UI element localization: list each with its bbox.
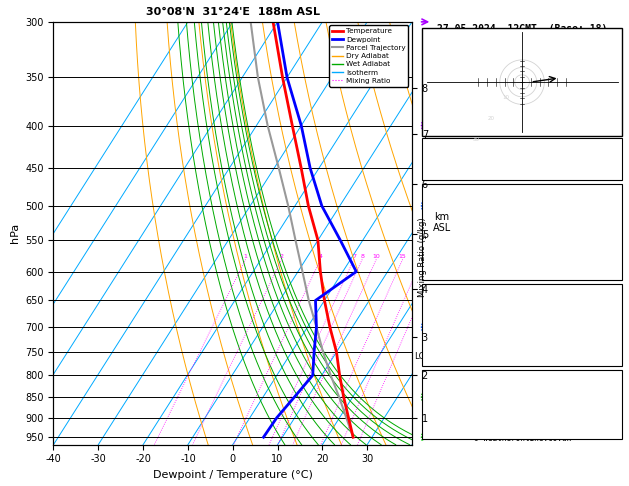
Text: CAPE (J): CAPE (J) [429, 253, 470, 262]
Text: 8: 8 [360, 254, 364, 260]
Text: 1: 1 [610, 326, 615, 335]
Text: 30: 30 [473, 138, 480, 142]
Text: Mixing Ratio (g/kg): Mixing Ratio (g/kg) [418, 218, 427, 297]
Text: 92: 92 [605, 399, 615, 408]
Text: SREH: SREH [429, 399, 450, 408]
Text: LCL: LCL [414, 352, 429, 361]
Bar [423, 284, 621, 366]
Text: 4: 4 [318, 254, 323, 260]
Text: θₑ(K): θₑ(K) [429, 226, 455, 235]
Bar [423, 370, 621, 439]
Text: StmDir: StmDir [429, 412, 460, 421]
Text: 328: 328 [599, 312, 615, 321]
Text: Hodograph: Hodograph [498, 371, 546, 381]
Text: Totals Totals: Totals Totals [429, 154, 499, 162]
Legend: Temperature, Dewpoint, Parcel Trajectory, Dry Adiabat, Wet Adiabat, Isotherm, Mi: Temperature, Dewpoint, Parcel Trajectory… [329, 25, 408, 87]
Text: 28: 28 [604, 140, 615, 149]
Text: 59: 59 [605, 385, 615, 394]
Text: Lifted Index: Lifted Index [429, 326, 492, 335]
Text: kt: kt [431, 33, 441, 41]
Text: 30°08'N  31°24'E  188m ASL: 30°08'N 31°24'E 188m ASL [146, 7, 320, 17]
Text: 800: 800 [599, 299, 615, 308]
Y-axis label: hPa: hPa [9, 223, 19, 243]
Text: Lifted Index: Lifted Index [429, 240, 492, 249]
Text: Most Unstable: Most Unstable [488, 285, 556, 295]
Text: 10: 10 [502, 95, 509, 100]
Text: Temp (°C): Temp (°C) [429, 199, 476, 208]
Text: 0: 0 [610, 267, 615, 276]
Text: 2: 2 [280, 254, 284, 260]
Text: 1: 1 [243, 254, 247, 260]
Text: 2.51: 2.51 [594, 167, 615, 176]
Text: 47: 47 [604, 154, 615, 162]
Text: 317: 317 [599, 226, 615, 235]
Text: 25: 25 [605, 426, 615, 434]
Text: 0: 0 [610, 339, 615, 348]
Text: StmSpd (kt): StmSpd (kt) [429, 426, 486, 434]
Text: 20: 20 [487, 116, 494, 121]
Text: Surface: Surface [504, 186, 540, 194]
Text: 5.8: 5.8 [599, 212, 615, 222]
Text: 10: 10 [372, 254, 380, 260]
Text: CIN (J): CIN (J) [429, 267, 465, 276]
Text: Pressure (mb): Pressure (mb) [429, 299, 497, 308]
Bar [423, 184, 621, 280]
Text: 276°: 276° [594, 412, 615, 421]
Text: CAPE (J): CAPE (J) [429, 339, 470, 348]
Text: 7: 7 [352, 254, 356, 260]
Text: K: K [429, 140, 434, 149]
Y-axis label: km
ASL: km ASL [433, 212, 451, 233]
X-axis label: Dewpoint / Temperature (°C): Dewpoint / Temperature (°C) [153, 470, 313, 480]
Text: Dewp (°C): Dewp (°C) [429, 212, 476, 222]
Text: 0: 0 [610, 353, 615, 362]
Text: 7: 7 [610, 240, 615, 249]
Text: θₑ (K): θₑ (K) [429, 312, 460, 321]
Text: 27.05.2024  12GMT  (Base: 18): 27.05.2024 12GMT (Base: 18) [437, 24, 607, 34]
Text: 0: 0 [610, 253, 615, 262]
Text: © weatheronline.co.uk: © weatheronline.co.uk [474, 434, 571, 443]
Text: 25.8: 25.8 [594, 199, 615, 208]
Text: PW (cm): PW (cm) [429, 167, 466, 176]
Text: 15: 15 [399, 254, 406, 260]
Bar [423, 28, 621, 136]
Bar [423, 138, 621, 180]
Text: EH: EH [429, 385, 439, 394]
Text: CIN (J): CIN (J) [429, 353, 465, 362]
